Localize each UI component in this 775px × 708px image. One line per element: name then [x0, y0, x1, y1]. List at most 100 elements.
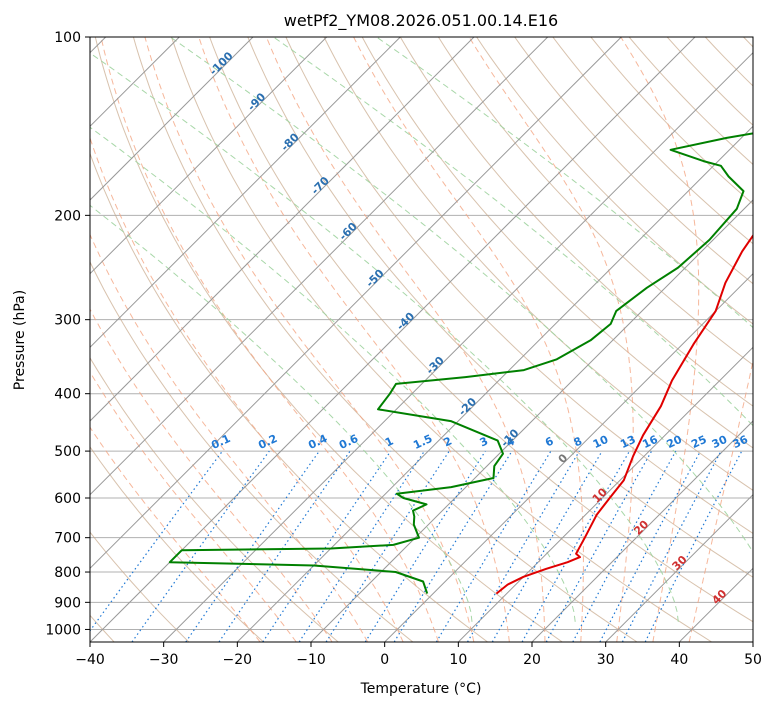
series-lines: [168, 132, 753, 595]
chart-title: wetPf2_YM08.2026.051.00.14.E16: [284, 11, 558, 31]
mixing-ratio-line: [90, 450, 223, 632]
x-tick-label: 30: [597, 652, 615, 668]
dry-adiabat-line: [90, 446, 264, 642]
theta-e-line: [376, 37, 753, 329]
mixing-ratio-label: 16: [640, 433, 660, 451]
dry-adiabat-line: [247, 37, 753, 578]
y-tick-label: 100: [54, 30, 81, 46]
isotherm-label: -70: [309, 174, 332, 197]
theta-e-line: [90, 52, 679, 622]
mixing-ratio-label: 20: [665, 433, 685, 451]
isotherm-line: [90, 37, 696, 642]
y-axis-label: Pressure (hPa): [12, 290, 28, 390]
dry-adiabat-line: [90, 531, 190, 642]
isotherm-line: [163, 51, 753, 642]
isotherm-line: [605, 493, 753, 642]
x-tick-label: 10: [449, 652, 467, 668]
isotherm-label: -100: [207, 49, 236, 78]
x-tick-label: −30: [149, 652, 179, 668]
y-tick-label: 900: [54, 595, 81, 611]
mixing-ratio-line: [262, 450, 392, 642]
plot-frame: [89, 36, 754, 643]
dry-adiabat-line: [171, 37, 712, 642]
mixing-ratio-line: [393, 450, 513, 642]
isotherm-line: [90, 37, 622, 570]
isotherm-line: [90, 37, 549, 496]
y-tick-label: 400: [54, 387, 81, 403]
moist-adiabat-line: [688, 358, 753, 642]
dewpoint-line: [168, 132, 753, 594]
mixing-ratio-label: 36: [731, 433, 751, 451]
dry-adiabat-line: [90, 356, 339, 642]
y-tick-label: 200: [54, 208, 81, 224]
y-tick-label: 300: [54, 313, 81, 329]
isotherm-line: [531, 420, 753, 642]
isotherm-line: [90, 37, 254, 201]
isotherm-label: -10: [498, 426, 521, 449]
y-tick-label: 600: [54, 491, 81, 507]
dry-adiabat-line: [209, 37, 753, 623]
x-tick-label: 40: [670, 652, 688, 668]
moist-adiabat-line: [90, 136, 404, 642]
mixing-ratio-line: [131, 450, 270, 642]
mixing-ratio-line: [491, 450, 603, 642]
warm-isotherm-label: 20: [631, 517, 651, 537]
dry-adiabat-line: [94, 37, 563, 642]
y-tick-label: 500: [54, 444, 81, 460]
isotherm-label: -50: [363, 267, 386, 290]
mixing-ratio-line: [298, 450, 425, 642]
mixing-ratio-line: [466, 450, 580, 642]
isotherm-line: [310, 199, 753, 642]
isotherm-label: -20: [456, 395, 479, 418]
moist-adiabat-line: [265, 37, 546, 642]
dry-adiabat-line: [437, 37, 753, 366]
dry-adiabat-line: [132, 37, 638, 642]
isotherm-line: [457, 346, 753, 642]
dry-adiabat-line: [514, 37, 753, 285]
moist-adiabat-line: [100, 37, 439, 642]
dry-adiabat-line: [666, 37, 753, 126]
x-axis-ticks: −40 −30 −20 −10 0 10 20 30 40 50: [75, 642, 762, 668]
isotherm-line: [752, 641, 753, 642]
x-tick-label: −40: [75, 652, 105, 668]
theta-e-line: [90, 126, 576, 622]
dry-adiabat-line: [743, 37, 753, 48]
mixing-ratio-line: [599, 450, 702, 642]
mixing-ratio-label: 0.1: [209, 432, 232, 452]
mixing-ratio-line: [325, 450, 450, 642]
dry-adiabat-line: [704, 37, 753, 87]
y-tick-label: 700: [54, 531, 81, 547]
y-axis-ticks: 100 200 300 400 500 600 700 800 900 1000: [45, 30, 90, 638]
isotherm-label: -30: [424, 354, 447, 377]
theta-e-line: [273, 37, 753, 427]
isotherm-label: -80: [279, 130, 302, 153]
isotherm-line: [90, 37, 475, 422]
line-labels: 0.1 0.2 0.4 0.6 1 1.5 2 3 4 6 8 10 13 16 20 25 30 36-100-…: [207, 49, 750, 607]
mixing-ratio-label: 13: [618, 433, 637, 451]
x-tick-label: −20: [223, 652, 253, 668]
moist-adiabat-line: [90, 426, 261, 642]
mixing-ratio-line: [644, 450, 743, 642]
x-tick-label: 50: [744, 652, 762, 668]
mixing-ratio-label: 30: [710, 433, 730, 451]
mixing-ratio-label: 0.4: [306, 432, 329, 452]
dry-adiabat-line: [90, 152, 488, 642]
isotherm-line: [384, 272, 753, 642]
temperature-line: [495, 233, 753, 595]
moist-adiabat-line: [353, 37, 584, 642]
mixing-ratio-label: 1: [383, 434, 395, 449]
dry-adiabat-line: [399, 37, 753, 407]
mixing-ratio-line: [545, 450, 653, 642]
mixing-ratio-label: 25: [689, 433, 708, 451]
plot-area: [90, 37, 753, 642]
x-tick-label: 0: [380, 652, 389, 668]
mixing-ratio-line: [185, 450, 320, 642]
isotherm-label: -40: [394, 310, 417, 333]
isotherm-label: -60: [337, 220, 360, 243]
background-lines: [90, 37, 753, 642]
moist-adiabat-line: [198, 37, 510, 642]
moist-adiabat-line: [90, 308, 333, 642]
mixing-ratio-label: 6: [543, 434, 556, 449]
isotherm-label: -90: [245, 90, 268, 113]
